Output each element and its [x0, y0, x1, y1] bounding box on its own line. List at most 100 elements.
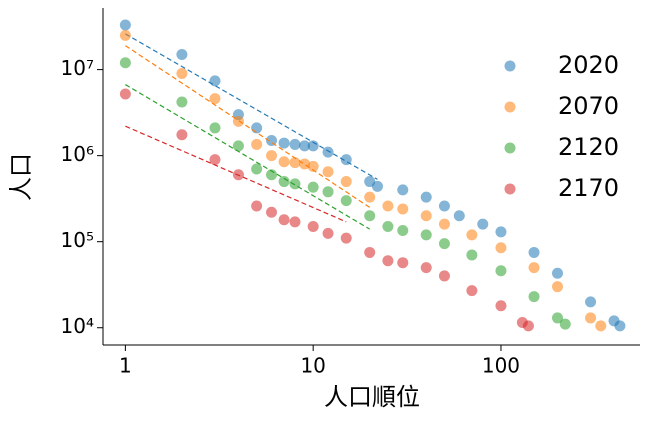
- data-point: [119, 29, 131, 41]
- data-point: [420, 210, 432, 222]
- data-point: [585, 312, 597, 324]
- data-point: [119, 57, 131, 69]
- data-point: [209, 122, 221, 134]
- data-point: [438, 200, 450, 212]
- data-point: [266, 169, 278, 181]
- data-point: [528, 291, 540, 303]
- data-point: [251, 138, 263, 150]
- data-point: [438, 218, 450, 230]
- data-point: [232, 169, 244, 181]
- data-point: [382, 200, 394, 212]
- legend-label: 2120: [558, 133, 619, 161]
- data-point: [420, 262, 432, 274]
- trend-line: [125, 33, 378, 180]
- data-point: [371, 180, 383, 192]
- data-point: [364, 191, 376, 203]
- data-point: [289, 138, 301, 150]
- data-point: [119, 19, 131, 31]
- legend-marker: [504, 101, 516, 113]
- y-tick-label: 10⁵: [61, 228, 94, 252]
- data-point: [522, 320, 534, 332]
- data-point: [420, 229, 432, 241]
- data-point: [322, 186, 334, 198]
- data-point: [307, 140, 319, 152]
- data-point: [266, 134, 278, 146]
- data-point: [585, 296, 597, 308]
- data-point: [551, 281, 563, 293]
- data-point: [614, 320, 626, 332]
- data-point: [466, 229, 478, 241]
- data-point: [477, 218, 489, 230]
- data-point: [307, 160, 319, 172]
- data-point: [528, 262, 540, 274]
- data-point: [495, 300, 507, 312]
- data-point: [466, 285, 478, 297]
- data-point: [382, 255, 394, 267]
- data-point: [453, 210, 465, 222]
- data-point: [278, 156, 290, 168]
- legend-marker: [504, 60, 516, 72]
- data-point: [397, 224, 409, 236]
- data-point: [495, 242, 507, 254]
- data-point: [278, 137, 290, 149]
- data-point: [307, 221, 319, 233]
- data-point: [232, 115, 244, 127]
- data-point: [382, 221, 394, 233]
- data-point: [397, 203, 409, 215]
- data-point: [466, 249, 478, 261]
- data-point: [299, 158, 311, 170]
- data-point: [340, 195, 352, 207]
- data-point: [322, 227, 334, 239]
- data-point: [495, 265, 507, 277]
- data-point: [340, 176, 352, 188]
- data-point: [322, 166, 334, 178]
- data-point: [420, 191, 432, 203]
- trend-line: [125, 84, 371, 230]
- data-point: [232, 140, 244, 152]
- data-point: [438, 238, 450, 250]
- data-point: [176, 68, 188, 80]
- data-point: [266, 206, 278, 218]
- data-point: [289, 216, 301, 228]
- data-point: [289, 157, 301, 169]
- data-point: [209, 154, 221, 166]
- data-point: [551, 312, 563, 324]
- data-point: [595, 320, 607, 332]
- data-point: [340, 154, 352, 166]
- trend-line: [125, 45, 371, 208]
- data-point: [495, 226, 507, 238]
- data-point: [266, 150, 278, 162]
- data-point: [251, 163, 263, 175]
- data-point: [119, 88, 131, 100]
- data-point: [278, 214, 290, 226]
- data-point: [176, 96, 188, 108]
- data-point: [278, 176, 290, 188]
- x-tick-label: 1: [119, 354, 132, 378]
- data-point: [364, 210, 376, 222]
- data-point: [559, 318, 571, 330]
- data-point: [307, 181, 319, 193]
- data-point: [289, 178, 301, 190]
- data-point: [340, 232, 352, 244]
- data-point: [176, 129, 188, 141]
- data-point: [209, 93, 221, 105]
- legend-label: 2170: [558, 174, 619, 202]
- legend-marker: [504, 142, 516, 154]
- data-point: [364, 246, 376, 258]
- data-point: [209, 75, 221, 87]
- y-tick-label: 10⁷: [61, 56, 94, 80]
- data-point: [251, 200, 263, 212]
- x-tick-label: 100: [482, 354, 520, 378]
- data-point: [176, 48, 188, 60]
- x-tick-label: 10: [300, 354, 325, 378]
- y-axis-label: 人口: [7, 153, 35, 201]
- data-point: [551, 267, 563, 279]
- data-point: [322, 146, 334, 158]
- y-tick-label: 10⁶: [61, 142, 94, 166]
- legend-marker: [504, 183, 516, 195]
- y-tick-label: 10⁴: [61, 314, 94, 338]
- legend-label: 2020: [558, 51, 619, 79]
- data-point: [397, 257, 409, 269]
- x-axis-label: 人口順位: [324, 383, 420, 411]
